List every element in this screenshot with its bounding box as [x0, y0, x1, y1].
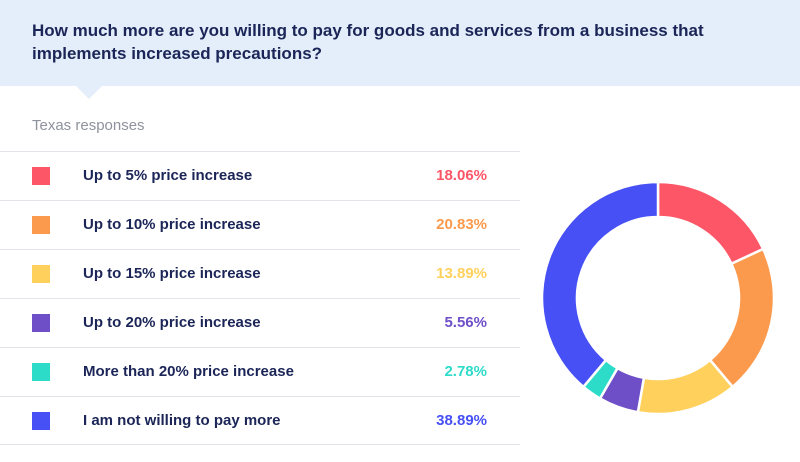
legend-label: Up to 10% price increase — [83, 216, 261, 233]
legend-swatch — [32, 412, 50, 430]
legend-value: 2.78% — [444, 363, 487, 380]
question-header: How much more are you willing to pay for… — [0, 0, 800, 86]
legend-label: More than 20% price increase — [83, 363, 294, 380]
legend-value: 38.89% — [436, 412, 487, 429]
donut-slice — [540, 180, 660, 389]
legend-swatch — [32, 216, 50, 234]
legend-value: 18.06% — [436, 167, 487, 184]
donut-chart — [540, 180, 776, 416]
legend-value: 13.89% — [436, 265, 487, 282]
legend-label: Up to 5% price increase — [83, 167, 253, 184]
legend-label: Up to 20% price increase — [83, 314, 261, 331]
legend-label: Up to 15% price increase — [83, 265, 261, 282]
legend-row: Up to 10% price increase 20.83% — [0, 200, 520, 249]
header-pointer — [76, 86, 102, 99]
legend-value: 20.83% — [436, 216, 487, 233]
legend-value: 5.56% — [444, 314, 487, 331]
donut-slice — [636, 358, 735, 416]
legend-swatch — [32, 363, 50, 381]
legend-swatch — [32, 265, 50, 283]
legend-swatch — [32, 314, 50, 332]
donut-slice — [656, 180, 765, 266]
legend: Up to 5% price increase 18.06% Up to 10% p… — [0, 151, 520, 445]
chart-subtitle: Texas responses — [32, 117, 145, 134]
legend-row: Up to 20% price increase 5.56% — [0, 298, 520, 347]
chart-title: How much more are you willing to pay for… — [32, 21, 704, 63]
donut-slice — [708, 247, 776, 389]
legend-row: I am not willing to pay more 38.89% — [0, 396, 520, 445]
legend-label: I am not willing to pay more — [83, 412, 281, 429]
legend-row: More than 20% price increase 2.78% — [0, 347, 520, 396]
legend-row: Up to 5% price increase 18.06% — [0, 151, 520, 200]
legend-swatch — [32, 167, 50, 185]
legend-row: Up to 15% price increase 13.89% — [0, 249, 520, 298]
